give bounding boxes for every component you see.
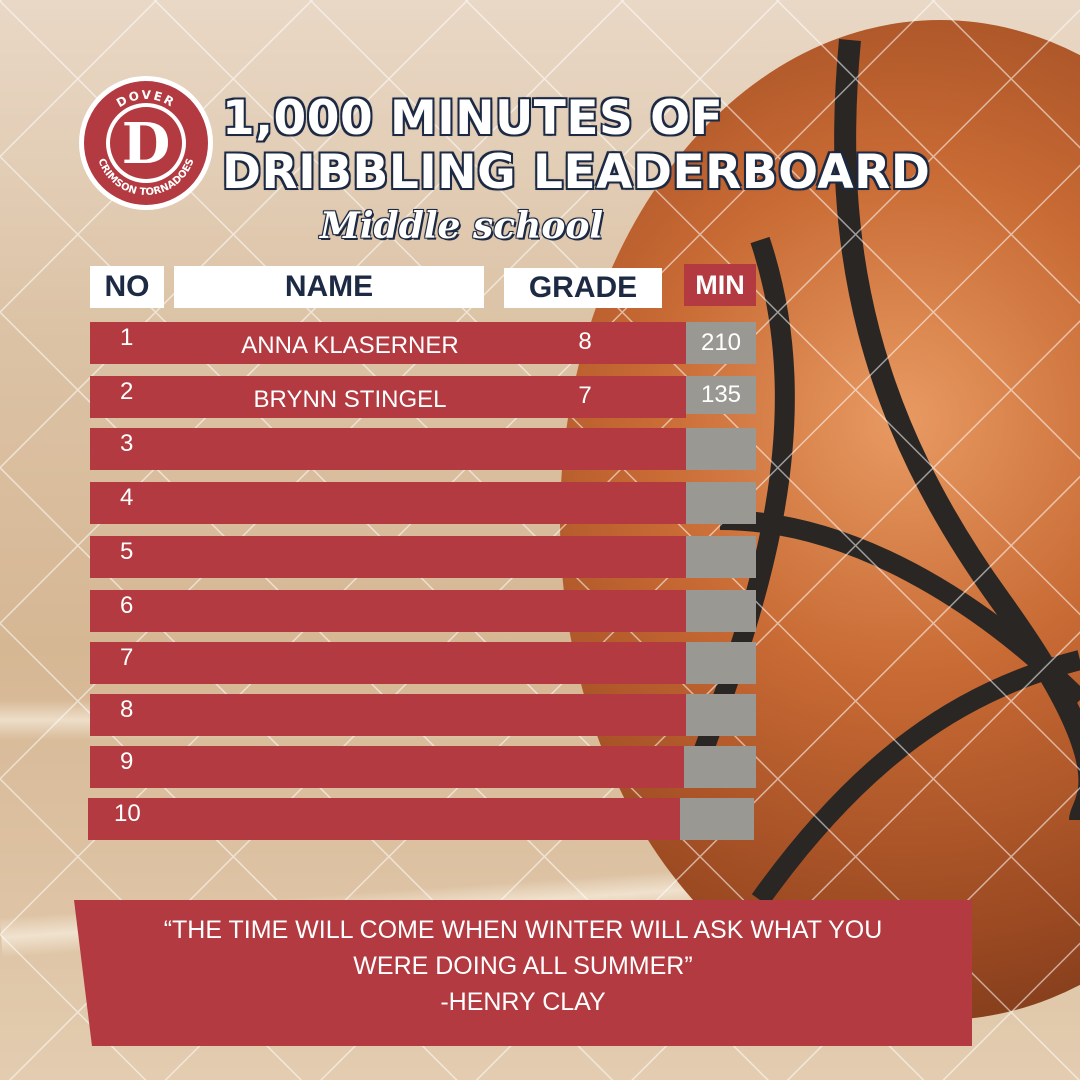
row-bar (90, 536, 686, 578)
row-bar (90, 694, 686, 736)
row-bar (90, 590, 686, 632)
row-min (686, 428, 756, 470)
title-line-2: DRIBBLING LEADERBOARD (222, 145, 931, 200)
quote-author: -HENRY CLAY (440, 988, 606, 1016)
row-bar (90, 322, 686, 364)
quote-text: “THE TIME WILL COME WHEN WINTER WILL ASK… (74, 912, 972, 1020)
page-title: 1,000 MINUTES OF DRIBBLING LEADERBOARD (222, 92, 930, 200)
row-no: 1 (120, 324, 134, 351)
logo-letter: D (122, 111, 171, 177)
row-no: 5 (120, 538, 134, 565)
row-bar (90, 746, 686, 788)
row-no: 6 (120, 592, 134, 619)
row-min (686, 482, 756, 524)
column-header-name: NAME (174, 266, 484, 308)
row-min (680, 798, 754, 840)
quote-line-2: WERE DOING ALL SUMMER” (353, 952, 693, 980)
row-bar (90, 482, 686, 524)
row-min (686, 536, 756, 578)
row-no: 7 (120, 644, 134, 671)
row-no: 3 (120, 430, 134, 457)
row-bar (90, 428, 686, 470)
title-line-1: 1,000 MINUTES OF (222, 91, 724, 146)
row-min (686, 642, 756, 684)
row-no: 10 (114, 800, 141, 827)
quote-banner (74, 900, 972, 1046)
row-grade: 7 (578, 382, 592, 409)
row-min: 135 (686, 376, 756, 414)
row-min (686, 694, 756, 736)
column-header-grade: GRADE (504, 268, 662, 308)
row-no: 2 (120, 378, 134, 405)
row-bar (88, 798, 682, 840)
row-min: 210 (686, 322, 756, 364)
row-bar (90, 642, 686, 684)
row-no: 9 (120, 748, 134, 775)
row-min (684, 746, 756, 788)
subtitle: Middle school (320, 205, 604, 247)
row-grade: 8 (578, 328, 592, 355)
row-no: 4 (120, 484, 134, 511)
row-no: 8 (120, 696, 134, 723)
column-header-no: NO (90, 266, 164, 308)
column-header-min: MIN (684, 264, 756, 306)
row-bar (90, 376, 686, 418)
dover-logo: DOVER CRIMSON TORNADOES D (79, 76, 213, 210)
row-name: ANNA KLASERNER (241, 332, 459, 359)
row-name: BRYNN STINGEL (253, 386, 447, 413)
row-min (686, 590, 756, 632)
quote-line-1: “THE TIME WILL COME WHEN WINTER WILL ASK… (163, 916, 883, 944)
